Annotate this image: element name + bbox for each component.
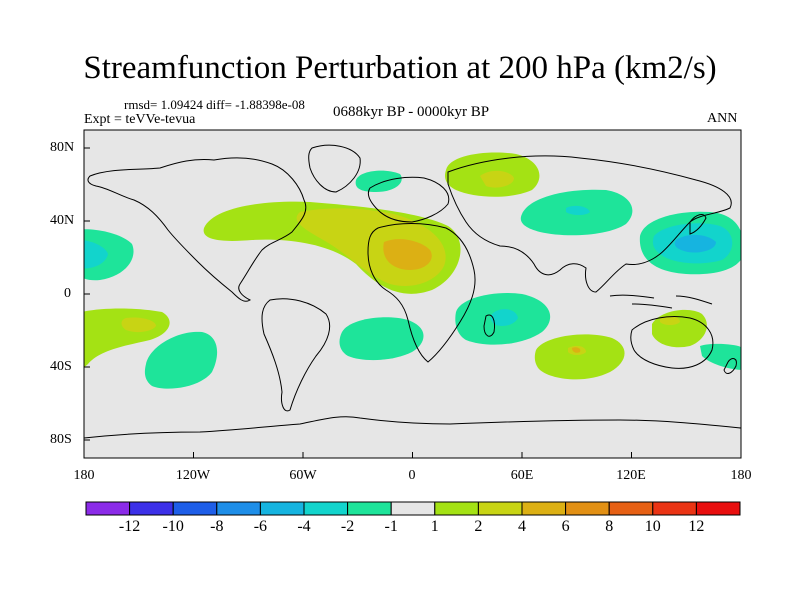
colorbar-swatch	[303, 501, 349, 516]
positive-anomaly-south-indian-peak	[572, 347, 581, 353]
colorbar-swatch	[259, 501, 305, 516]
negative-anomaly-south-atlantic	[339, 317, 424, 361]
axis-ticks	[83, 147, 742, 458]
lat-label-40n: 40N	[50, 213, 75, 228]
lat-label-80s: 80S	[50, 432, 72, 447]
colorbar-swatch	[347, 501, 392, 516]
experiment-label: Expt = teVVe-tevua	[84, 112, 196, 127]
period-label: 0688kyr BP - 0000kyr BP	[332, 104, 490, 120]
colorbar-label: 8	[605, 518, 614, 535]
colorbar-swatch	[565, 501, 610, 516]
colorbar-label: -8	[210, 518, 224, 535]
colorbar-swatch	[216, 501, 261, 516]
lat-label-80n: 80N	[50, 140, 75, 155]
colorbar-label: -12	[118, 518, 141, 535]
stats-label: rmsd= 1.09424 diff= -1.88398e-08	[124, 97, 305, 112]
colorbar-swatch	[85, 501, 131, 516]
positive-anomaly-south-pacific-core	[121, 317, 156, 333]
lon-label-180w: 180	[73, 468, 95, 483]
positive-anomaly-africa-peak	[383, 239, 432, 270]
coast-indonesia	[609, 294, 713, 309]
coast-south-america	[261, 298, 331, 412]
colorbar-swatch	[477, 501, 523, 516]
season-label: ANN	[707, 111, 738, 126]
map-area	[84, 130, 741, 458]
colorbar-label: -4	[297, 518, 311, 535]
positive-anomaly-south-indian	[534, 334, 625, 380]
colorbar-label: 2	[474, 518, 483, 535]
colorbar-label: -6	[253, 518, 268, 535]
colorbar-label: 6	[561, 518, 570, 535]
colorbar-label: 10	[644, 518, 661, 535]
coast-madagascar	[483, 314, 495, 337]
lon-label-180e: 180	[730, 468, 752, 483]
coast-antarctica	[84, 416, 741, 439]
map-background	[84, 130, 741, 458]
colorbar-swatch	[172, 501, 218, 516]
negative-anomaly-central-asia-core	[566, 205, 590, 215]
coast-new-zealand	[723, 358, 737, 374]
coast-greenland	[308, 144, 361, 193]
anomaly-contours	[84, 152, 741, 389]
coast-africa	[367, 223, 476, 363]
colorbar-label: -2	[340, 518, 355, 535]
lon-label-60w: 60W	[289, 468, 317, 483]
colorbar-swatch	[608, 501, 654, 516]
lon-label-120w: 120W	[175, 468, 211, 483]
negative-anomaly-sw-pacific	[700, 343, 741, 370]
colorbar-swatch	[129, 501, 174, 516]
negative-anomaly-greenland	[355, 170, 402, 192]
negative-anomaly-south-pacific	[144, 331, 218, 389]
negative-anomaly-ne-pacific	[84, 229, 134, 281]
coast-north-america	[87, 157, 307, 302]
coast-europe	[367, 176, 450, 223]
lon-label-0: 0	[408, 468, 416, 483]
coast-asia	[447, 155, 732, 293]
coast-australia	[630, 316, 714, 369]
lon-label-120e: 120E	[616, 468, 646, 483]
negative-anomaly-indian-ocean-core	[490, 309, 518, 326]
coast-japan	[689, 214, 707, 235]
coastlines	[84, 144, 741, 439]
colorbar-swatch	[695, 501, 741, 516]
chart-title: Streamfunction Perturbation at 200 hPa (…	[83, 50, 717, 86]
colorbar-label: -1	[384, 518, 398, 535]
positive-anomaly-siberia-core	[480, 170, 514, 188]
colorbar-swatch	[652, 501, 697, 516]
colorbar-swatch	[521, 501, 567, 516]
negative-anomaly-nw-pacific-core	[674, 234, 716, 253]
lat-label-40s: 40S	[50, 359, 72, 374]
colorbar	[85, 501, 741, 516]
lat-label-0: 0	[64, 286, 71, 301]
colorbar-label: 12	[688, 518, 705, 535]
colorbar-swatch	[390, 501, 436, 516]
colorbar-swatch	[434, 501, 479, 516]
positive-anomaly-australia-core	[660, 315, 680, 325]
colorbar-label: -10	[162, 518, 184, 535]
negative-anomaly-ne-pacific-core	[84, 240, 108, 269]
colorbar-label: 4	[518, 518, 526, 535]
lon-label-60e: 60E	[510, 468, 534, 483]
colorbar-label: 1	[430, 518, 439, 535]
